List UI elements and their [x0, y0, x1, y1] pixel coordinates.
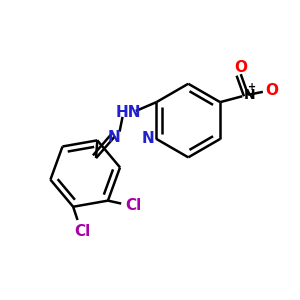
Text: N: N — [142, 131, 155, 146]
Text: Cl: Cl — [74, 224, 90, 239]
Text: N: N — [107, 130, 120, 145]
Text: +: + — [248, 82, 256, 92]
Text: HN: HN — [116, 105, 141, 120]
Text: Cl: Cl — [125, 197, 141, 212]
Text: O: O — [234, 60, 247, 75]
Text: N: N — [244, 88, 255, 102]
Text: O: O — [265, 83, 278, 98]
